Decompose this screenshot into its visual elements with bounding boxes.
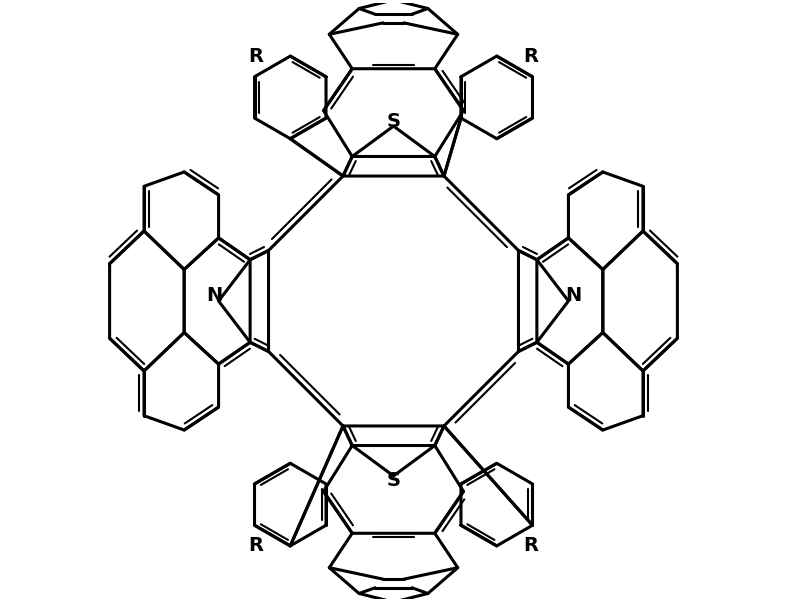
Text: R: R bbox=[523, 46, 538, 66]
Text: N: N bbox=[206, 286, 222, 305]
Text: R: R bbox=[249, 46, 264, 66]
Text: R: R bbox=[249, 536, 264, 556]
Text: R: R bbox=[523, 536, 538, 556]
Text: S: S bbox=[386, 112, 401, 131]
Text: S: S bbox=[386, 471, 401, 490]
Text: N: N bbox=[565, 286, 581, 305]
